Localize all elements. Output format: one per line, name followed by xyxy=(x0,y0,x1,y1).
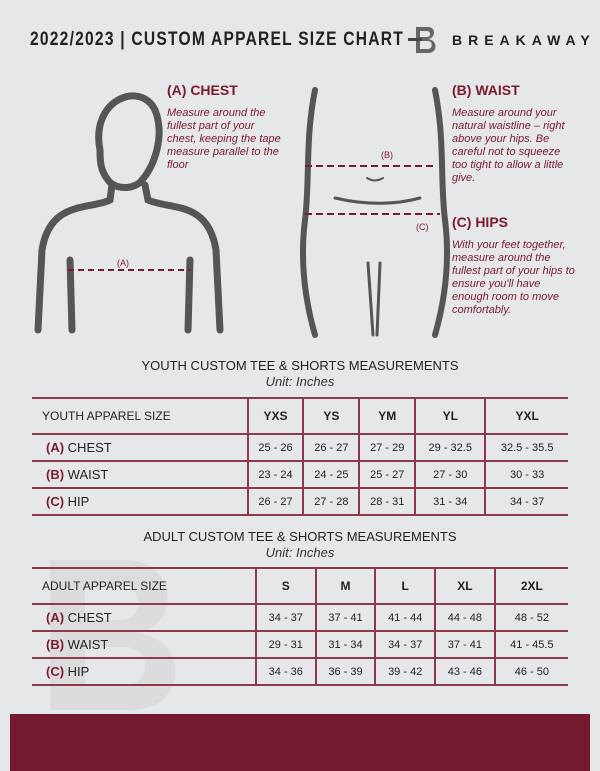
adult-unit: Unit: Inches xyxy=(265,545,335,560)
header-cell: YS xyxy=(302,398,360,435)
size-value-cell: 26 - 27 xyxy=(246,488,304,516)
header-cell: L xyxy=(374,568,436,605)
size-value-cell: 26 - 27 xyxy=(302,434,360,462)
measurement-label: (C) HIP xyxy=(32,658,256,686)
adult-size-table: ADULT APPAREL SIZE S M L XL 2XL (A) CHES… xyxy=(32,567,568,686)
header-cell: S xyxy=(254,568,316,605)
table-row: (A) CHEST 34 - 37 37 - 41 41 - 44 44 - 48 48 … xyxy=(32,604,568,632)
size-value-cell: 31 - 34 xyxy=(414,488,486,516)
measurement-name: WAIST xyxy=(67,637,109,652)
hips-heading: (C) HIPS xyxy=(452,214,508,230)
header-cell: YM xyxy=(358,398,416,435)
waist-hips-figure-illustration xyxy=(300,87,450,338)
header-cell: YXS xyxy=(246,398,304,435)
header-cell: XL xyxy=(434,568,495,605)
size-value-cell: 28 - 31 xyxy=(358,488,416,516)
breakaway-logo-icon xyxy=(408,27,436,53)
size-value-cell: 39 - 42 xyxy=(374,658,436,686)
footer-band xyxy=(10,714,590,771)
size-value-cell: 43 - 46 xyxy=(434,658,495,686)
measurement-name: HIP xyxy=(67,664,90,679)
measurement-name: WAIST xyxy=(67,467,109,482)
header-cell: YL xyxy=(414,398,486,435)
size-value-cell: 34 - 36 xyxy=(254,658,316,686)
size-value-cell: 30 - 33 xyxy=(484,461,568,489)
header-cell: M xyxy=(314,568,376,605)
youth-title: YOUTH CUSTOM TEE & SHORTS MEASUREMENTS xyxy=(141,358,459,373)
size-value-cell: 23 - 24 xyxy=(246,461,304,489)
size-value-cell: 25 - 26 xyxy=(246,434,304,462)
measurement-label: (B) WAIST xyxy=(32,631,256,659)
size-value-cell: 27 - 30 xyxy=(414,461,486,489)
measurement-code: (C) xyxy=(46,494,65,509)
measurement-code: (A) xyxy=(46,610,65,625)
adult-title: ADULT CUSTOM TEE & SHORTS MEASUREMENTS xyxy=(143,529,457,544)
header-cell: 2XL xyxy=(493,568,568,605)
chest-heading: (A) CHEST xyxy=(167,82,238,98)
measurement-name: HIP xyxy=(67,494,90,509)
header-cell: YXL xyxy=(484,398,568,435)
size-value-cell: 27 - 29 xyxy=(358,434,416,462)
size-value-cell: 29 - 31 xyxy=(254,631,316,659)
size-value-cell: 34 - 37 xyxy=(374,631,436,659)
size-value-cell: 44 - 48 xyxy=(434,604,495,632)
size-value-cell: 34 - 37 xyxy=(484,488,568,516)
size-value-cell: 48 - 52 xyxy=(493,604,568,632)
hips-instructions: With your feet together, measure around … xyxy=(452,239,575,316)
table-header-row: ADULT APPAREL SIZE S M L XL 2XL xyxy=(32,568,568,605)
measurement-label: (C) HIP xyxy=(32,488,248,516)
measurement-code: (B) xyxy=(46,467,65,482)
table-row: (B) WAIST 23 - 24 24 - 25 25 - 27 27 - 30 30 … xyxy=(32,461,568,489)
chest-instructions: Measure around the fullest part of your … xyxy=(167,107,281,171)
table-row: (C) HIP 26 - 27 27 - 28 28 - 31 31 - 34 34 - … xyxy=(32,488,568,516)
size-value-cell: 24 - 25 xyxy=(302,461,360,489)
waist-heading: (B) WAIST xyxy=(452,82,520,98)
header-cell: YOUTH APPAREL SIZE xyxy=(32,398,248,435)
size-value-cell: 31 - 34 xyxy=(314,631,376,659)
table-row: (B) WAIST 29 - 31 31 - 34 34 - 37 37 - 41 41 … xyxy=(32,631,568,659)
size-value-cell: 27 - 28 xyxy=(302,488,360,516)
size-value-cell: 29 - 32.5 xyxy=(414,434,486,462)
chest-marker: (A) xyxy=(117,258,129,268)
size-value-cell: 41 - 44 xyxy=(374,604,436,632)
measurement-name: CHEST xyxy=(67,610,112,625)
waist-instructions: Measure around your natural waistline – … xyxy=(452,107,565,184)
size-value-cell: 37 - 41 xyxy=(434,631,495,659)
size-value-cell: 41 - 45.5 xyxy=(493,631,568,659)
measurement-code: (B) xyxy=(46,637,65,652)
brand-name: BREAKAWAY xyxy=(452,32,596,48)
size-value-cell: 36 - 39 xyxy=(314,658,376,686)
table-row: (A) CHEST 25 - 26 26 - 27 27 - 29 29 - 32.5 3… xyxy=(32,434,568,462)
measurement-label: (A) CHEST xyxy=(32,434,248,462)
table-row: (C) HIP 34 - 36 36 - 39 39 - 42 43 - 46 46 - … xyxy=(32,658,568,686)
youth-size-table: YOUTH APPAREL SIZE YXS YS YM YL YXL (A) … xyxy=(32,397,568,516)
waist-marker: (B) xyxy=(381,150,393,160)
header-cell: ADULT APPAREL SIZE xyxy=(32,568,256,605)
measurement-label: (B) WAIST xyxy=(32,461,248,489)
measurement-name: CHEST xyxy=(67,440,112,455)
chest-figure-illustration xyxy=(34,92,224,334)
size-value-cell: 25 - 27 xyxy=(358,461,416,489)
page-title: 2022/2023 | CUSTOM APPAREL SIZE CHART xyxy=(30,29,404,50)
measurement-code: (A) xyxy=(46,440,65,455)
youth-unit: Unit: Inches xyxy=(265,374,335,389)
measurement-code: (C) xyxy=(46,664,65,679)
size-value-cell: 32.5 - 35.5 xyxy=(484,434,568,462)
size-value-cell: 37 - 41 xyxy=(314,604,376,632)
measurement-label: (A) CHEST xyxy=(32,604,256,632)
size-value-cell: 46 - 50 xyxy=(493,658,568,686)
size-value-cell: 34 - 37 xyxy=(254,604,316,632)
table-header-row: YOUTH APPAREL SIZE YXS YS YM YL YXL xyxy=(32,398,568,435)
hips-marker: (C) xyxy=(416,222,429,232)
